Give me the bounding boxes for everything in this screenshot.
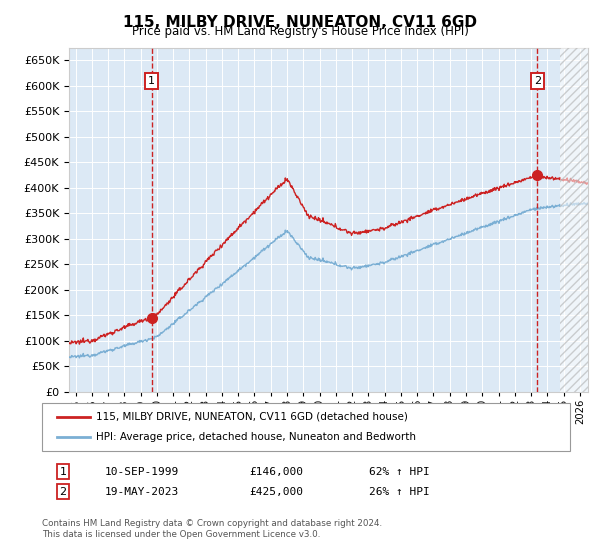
Text: This data is licensed under the Open Government Licence v3.0.: This data is licensed under the Open Gov…	[42, 530, 320, 539]
Text: 115, MILBY DRIVE, NUNEATON, CV11 6GD (detached house): 115, MILBY DRIVE, NUNEATON, CV11 6GD (de…	[96, 412, 408, 422]
Text: 62% ↑ HPI: 62% ↑ HPI	[369, 466, 430, 477]
Text: 2: 2	[533, 76, 541, 86]
Text: £146,000: £146,000	[249, 466, 303, 477]
Text: 10-SEP-1999: 10-SEP-1999	[105, 466, 179, 477]
Text: Contains HM Land Registry data © Crown copyright and database right 2024.: Contains HM Land Registry data © Crown c…	[42, 519, 382, 528]
Text: 19-MAY-2023: 19-MAY-2023	[105, 487, 179, 497]
Text: HPI: Average price, detached house, Nuneaton and Bedworth: HPI: Average price, detached house, Nune…	[96, 432, 416, 442]
Text: £425,000: £425,000	[249, 487, 303, 497]
Text: 1: 1	[148, 76, 155, 86]
Bar	[560, 48, 588, 392]
Text: 26% ↑ HPI: 26% ↑ HPI	[369, 487, 430, 497]
Text: 115, MILBY DRIVE, NUNEATON, CV11 6GD: 115, MILBY DRIVE, NUNEATON, CV11 6GD	[123, 15, 477, 30]
Text: 1: 1	[59, 466, 67, 477]
Text: 2: 2	[59, 487, 67, 497]
Text: Price paid vs. HM Land Registry's House Price Index (HPI): Price paid vs. HM Land Registry's House …	[131, 25, 469, 38]
